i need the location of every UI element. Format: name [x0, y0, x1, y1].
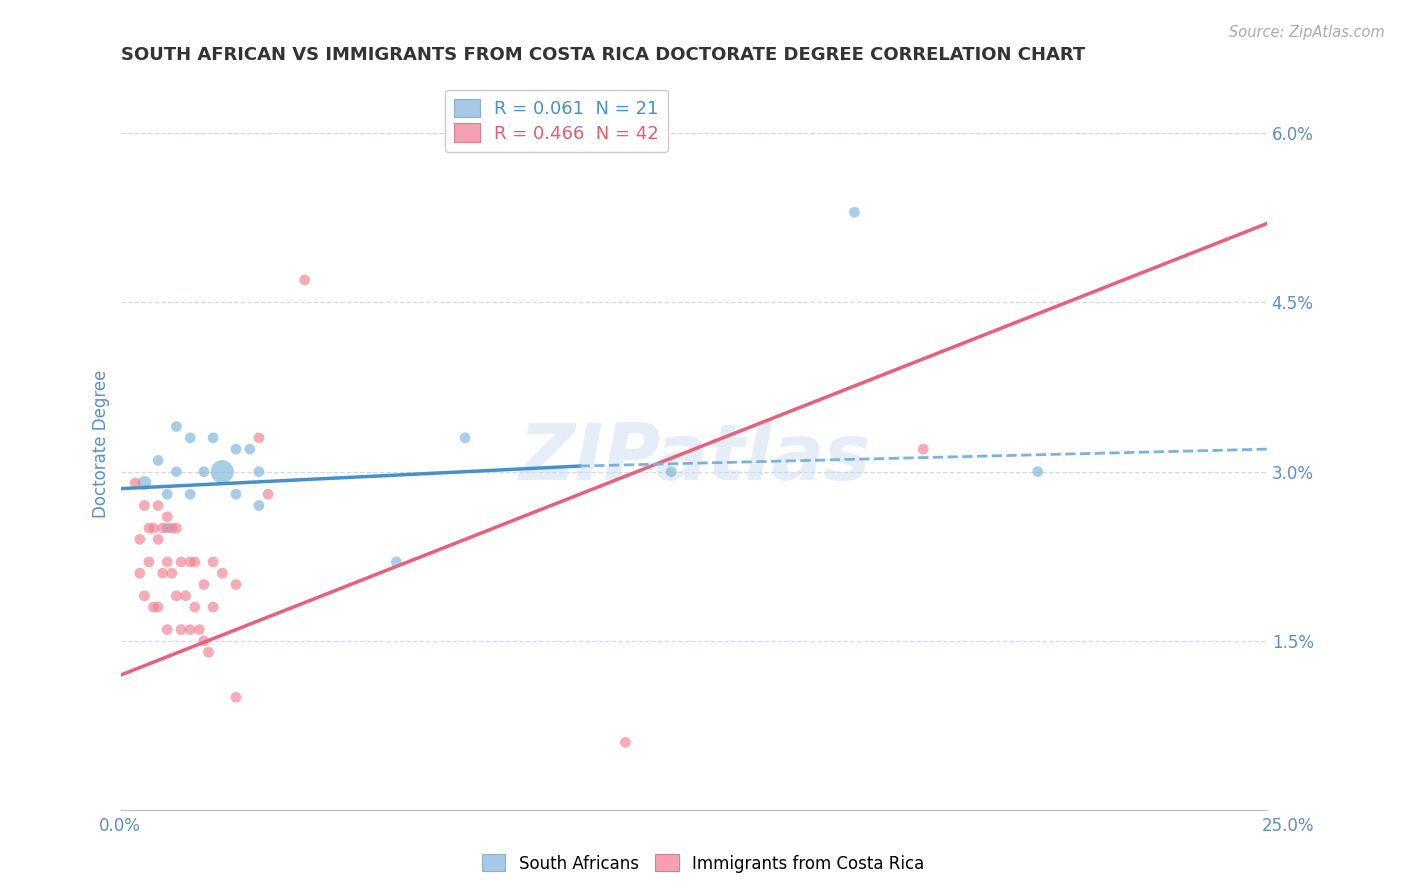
- Point: [225, 577, 247, 591]
- Point: [294, 273, 316, 287]
- Point: [179, 431, 201, 445]
- Point: [247, 431, 270, 445]
- Point: [146, 533, 169, 547]
- Point: [202, 600, 225, 615]
- Legend: R = 0.061  N = 21, R = 0.466  N = 42: R = 0.061 N = 21, R = 0.466 N = 42: [446, 89, 668, 152]
- Point: [152, 566, 174, 581]
- Point: [184, 555, 207, 569]
- Point: [188, 623, 211, 637]
- Point: [179, 623, 201, 637]
- Point: [134, 589, 156, 603]
- Point: [614, 735, 637, 749]
- Point: [146, 600, 169, 615]
- Point: [165, 521, 187, 535]
- Point: [138, 555, 160, 569]
- Point: [134, 499, 156, 513]
- Point: [912, 442, 935, 457]
- Point: [225, 690, 247, 705]
- Legend: South Africans, Immigrants from Costa Rica: South Africans, Immigrants from Costa Ri…: [475, 847, 931, 880]
- Point: [160, 566, 183, 581]
- Text: 25.0%: 25.0%: [1263, 817, 1315, 835]
- Point: [142, 600, 165, 615]
- Point: [659, 465, 682, 479]
- Point: [385, 555, 408, 569]
- Point: [170, 623, 193, 637]
- Point: [193, 465, 215, 479]
- Point: [225, 487, 247, 501]
- Point: [146, 453, 169, 467]
- Point: [128, 533, 150, 547]
- Point: [156, 555, 179, 569]
- Point: [193, 577, 215, 591]
- Point: [134, 475, 156, 490]
- Text: ZIPatlas: ZIPatlas: [517, 420, 870, 496]
- Point: [174, 589, 197, 603]
- Point: [211, 566, 233, 581]
- Point: [138, 521, 160, 535]
- Point: [184, 600, 207, 615]
- Point: [193, 633, 215, 648]
- Point: [156, 509, 179, 524]
- Point: [142, 521, 165, 535]
- Point: [165, 419, 187, 434]
- Point: [1026, 465, 1049, 479]
- Point: [152, 521, 174, 535]
- Point: [225, 442, 247, 457]
- Point: [247, 499, 270, 513]
- Point: [179, 487, 201, 501]
- Point: [165, 589, 187, 603]
- Point: [146, 499, 169, 513]
- Point: [202, 555, 225, 569]
- Point: [247, 465, 270, 479]
- Point: [211, 465, 233, 479]
- Point: [257, 487, 280, 501]
- Text: 0.0%: 0.0%: [98, 817, 141, 835]
- Point: [454, 431, 477, 445]
- Point: [156, 521, 179, 535]
- Text: SOUTH AFRICAN VS IMMIGRANTS FROM COSTA RICA DOCTORATE DEGREE CORRELATION CHART: SOUTH AFRICAN VS IMMIGRANTS FROM COSTA R…: [121, 46, 1085, 64]
- Point: [170, 555, 193, 569]
- Point: [165, 465, 187, 479]
- Point: [202, 431, 225, 445]
- Text: Source: ZipAtlas.com: Source: ZipAtlas.com: [1229, 25, 1385, 40]
- Point: [156, 623, 179, 637]
- Point: [179, 555, 201, 569]
- Point: [844, 205, 866, 219]
- Y-axis label: Doctorate Degree: Doctorate Degree: [93, 369, 110, 517]
- Point: [124, 475, 146, 490]
- Point: [128, 566, 150, 581]
- Point: [197, 645, 219, 659]
- Point: [156, 487, 179, 501]
- Point: [160, 521, 183, 535]
- Point: [239, 442, 262, 457]
